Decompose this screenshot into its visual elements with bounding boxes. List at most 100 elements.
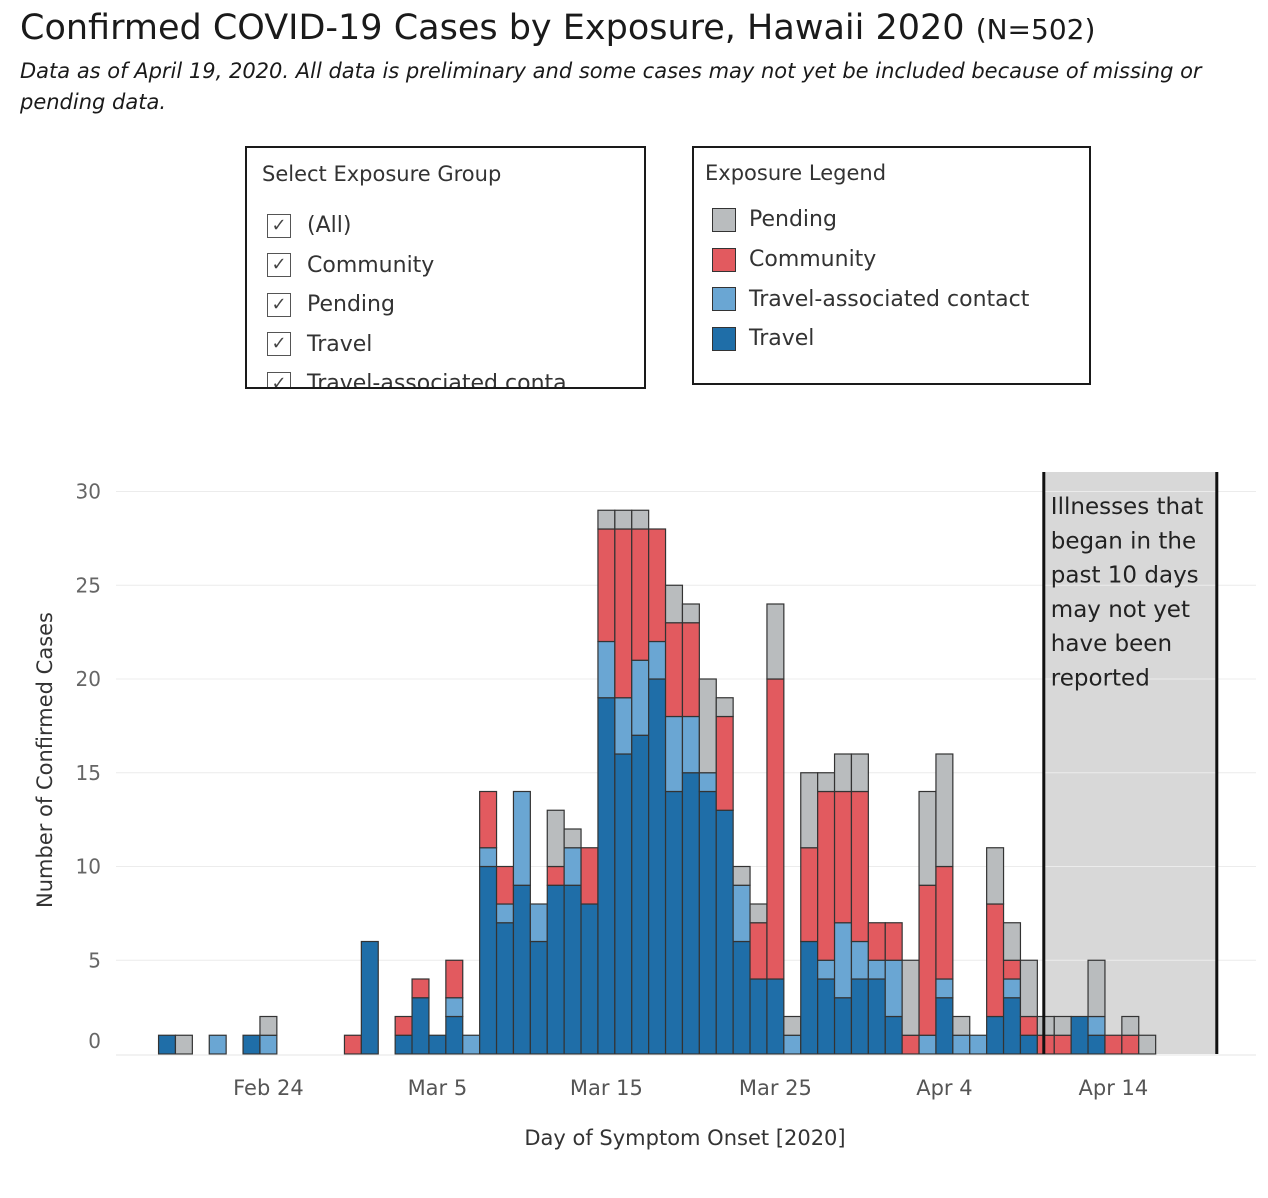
bar-segment	[360, 940, 379, 1055]
filter-option-community[interactable]: ✓ Community	[267, 246, 567, 286]
bar-segment	[1121, 1034, 1140, 1055]
filter-label: Travel	[307, 331, 373, 357]
bar-segment	[986, 903, 1005, 1018]
annotation-text-line: Illnesses that	[1051, 494, 1203, 520]
bar-segment	[445, 997, 464, 1018]
y-tick-label: 10	[76, 855, 101, 879]
legend-swatch-travel	[712, 326, 736, 351]
filter-option-travel[interactable]: ✓ Travel	[267, 325, 567, 365]
bar-segment	[918, 884, 937, 1036]
bar-segment	[935, 978, 954, 999]
bar-segment	[766, 678, 785, 980]
page-title: Confirmed COVID-19 Cases by Exposure, Ha…	[20, 8, 1095, 48]
checkbox-icon[interactable]: ✓	[267, 292, 291, 317]
bar-segment	[394, 1015, 413, 1036]
bar-segment	[1036, 1015, 1055, 1036]
bar-segment	[698, 772, 717, 793]
bar-segment	[732, 865, 751, 886]
bar-segment	[817, 790, 836, 961]
bar-segment	[157, 1034, 177, 1055]
bar-segment	[1053, 1034, 1072, 1055]
y-tick-label: 30	[76, 480, 101, 504]
recent-days-shading	[1043, 472, 1217, 1054]
bar-segment	[732, 884, 751, 943]
x-tick-label: Mar 25	[739, 1076, 812, 1100]
page-title-text: Confirmed COVID-19 Cases by Exposure, Ha…	[20, 8, 965, 48]
bar-segment	[495, 903, 515, 924]
legend-item-pending: Pending	[712, 200, 1029, 240]
legend-swatch-community	[712, 247, 736, 272]
bar-segment	[445, 1015, 464, 1055]
annotation-text-line: reported	[1051, 666, 1150, 692]
bar-segment	[698, 678, 717, 774]
bar-segment	[631, 528, 650, 661]
bar-segment	[1087, 1034, 1106, 1055]
legend-item-travel: Travel	[712, 319, 1029, 359]
bar-segment	[800, 940, 819, 1055]
legend-list: Pending Community Travel-associated cont…	[712, 200, 1029, 359]
annotation-text-line: past 10 days	[1051, 563, 1199, 589]
bar-segment	[867, 978, 886, 1055]
bar-segment	[986, 1015, 1005, 1055]
bar-segment	[1070, 1015, 1089, 1055]
bar-segment	[749, 922, 768, 980]
x-tick-label: Apr 4	[916, 1076, 972, 1100]
bar-segment	[411, 997, 430, 1055]
bar-segment	[1019, 959, 1038, 1018]
bar-segment	[867, 922, 886, 961]
filter-option-travel-associated[interactable]: ✓ Travel-associated conta	[267, 364, 567, 389]
y-tick-label: 20	[76, 667, 101, 691]
page-subtitle: Data as of April 19, 2020. All data is p…	[20, 59, 1202, 114]
checkbox-icon[interactable]: ✓	[267, 253, 291, 278]
bar-segment	[800, 847, 819, 943]
bar-segment	[817, 959, 836, 980]
exposure-legend-panel: Exposure Legend Pending Community Travel…	[692, 146, 1091, 385]
bar-segment	[546, 809, 565, 868]
bar-segment	[1002, 959, 1022, 980]
legend-label: Travel-associated contact	[749, 286, 1030, 312]
filter-option-pending[interactable]: ✓ Pending	[267, 285, 567, 325]
bar-segment	[479, 847, 498, 868]
y-tick-label: 5	[88, 948, 101, 972]
bar-segment	[208, 1034, 227, 1055]
filter-label: Travel-associated conta	[307, 371, 567, 389]
bar-segment	[681, 603, 700, 624]
bar-segment	[343, 1034, 362, 1055]
bar-segment	[715, 809, 734, 1055]
filter-option-all[interactable]: ✓ (All)	[267, 206, 567, 246]
bar-segment	[614, 753, 633, 1055]
checkbox-icon[interactable]: ✓	[267, 332, 291, 357]
checkbox-icon[interactable]: ✓	[267, 371, 291, 387]
legend-label: Community	[749, 247, 877, 273]
bar-segment	[800, 772, 819, 849]
filter-label: Community	[307, 252, 435, 278]
annotation-text-line: began in the	[1051, 528, 1196, 554]
bar-segment	[580, 847, 599, 905]
bar-segment	[512, 790, 531, 886]
bar-segment	[1104, 1034, 1123, 1055]
case-count: (N=502)	[975, 13, 1096, 46]
bar-segment	[445, 959, 464, 999]
bar-segment	[783, 1015, 802, 1036]
bar-segment	[1019, 1015, 1038, 1036]
x-tick-label: Apr 14	[1079, 1076, 1149, 1100]
filter-label: Pending	[307, 292, 395, 318]
bar-segment	[1019, 1034, 1038, 1055]
bar-segment	[884, 922, 903, 961]
bar-segment	[664, 715, 684, 793]
bar-segment	[833, 922, 853, 999]
bar-segment	[462, 1034, 481, 1055]
bar-segment	[1087, 959, 1106, 1018]
bar-segment	[1036, 1034, 1055, 1055]
bar-segment	[529, 903, 548, 943]
bar-segment	[546, 884, 565, 1055]
legend-item-community: Community	[712, 240, 1029, 280]
bar-segment	[833, 753, 853, 793]
bar-segment	[918, 790, 937, 886]
bar-segment	[648, 528, 667, 643]
legend-label: Pending	[749, 207, 837, 233]
bar-segment	[614, 697, 633, 755]
checkbox-icon[interactable]: ✓	[267, 213, 291, 238]
bar-segment	[783, 1034, 802, 1055]
bar-segment	[428, 1034, 447, 1055]
